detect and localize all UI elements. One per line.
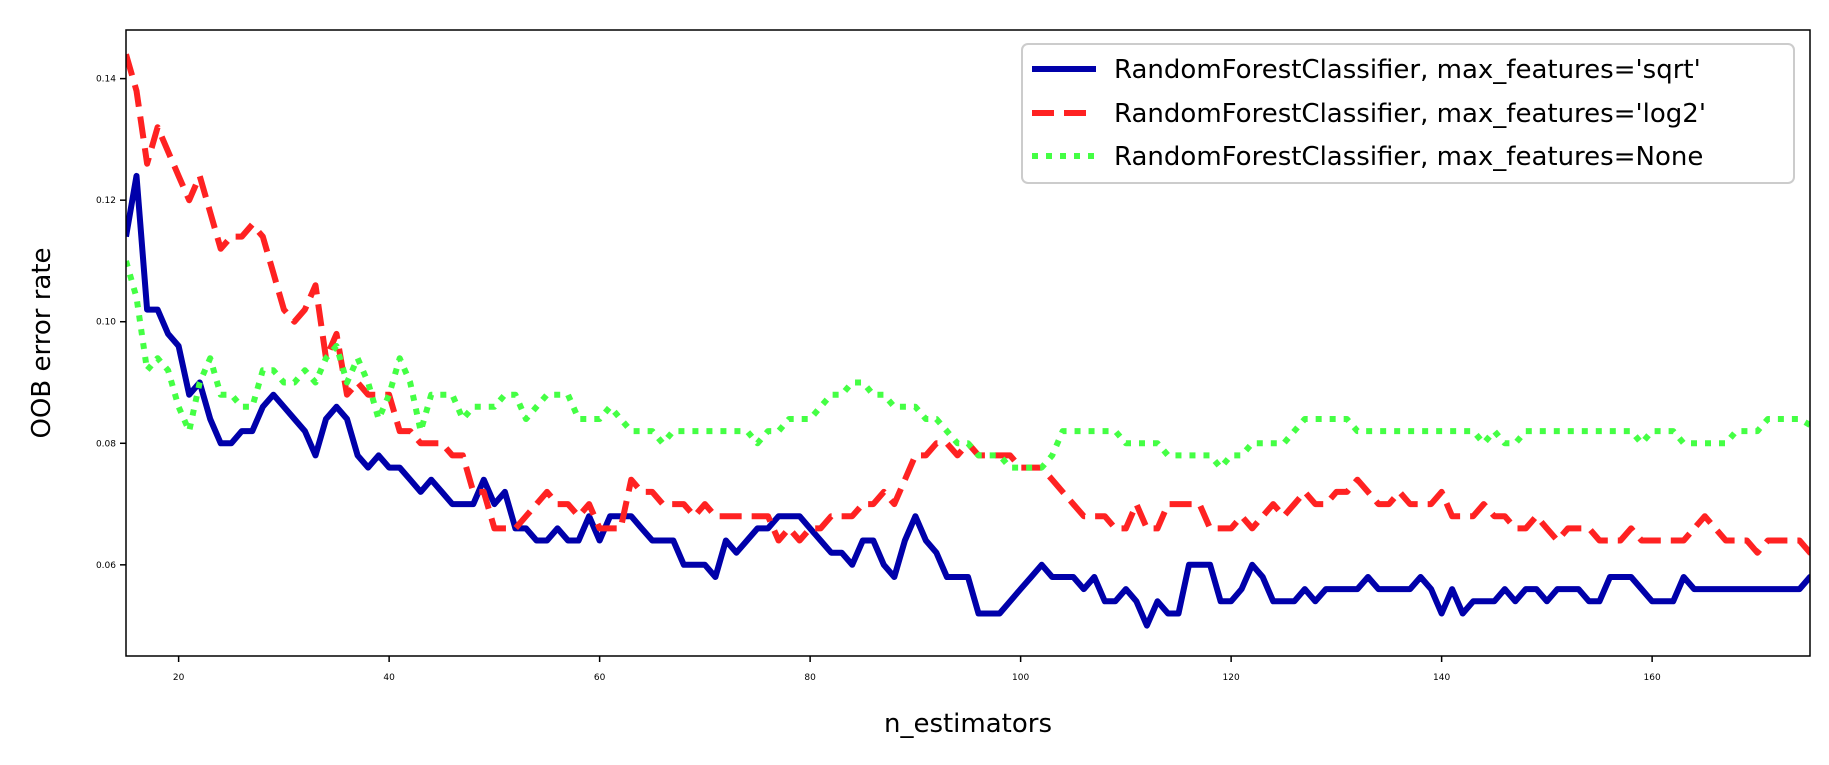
legend: RandomForestClassifier, max_features='sq…	[1021, 43, 1795, 184]
y-axis-label: OOB error rate	[27, 247, 57, 438]
legend-box	[1021, 43, 1795, 184]
x-tick-label: 120	[1223, 673, 1240, 683]
y-tick-label: 0.10	[96, 318, 116, 328]
y-tick-label: 0.14	[96, 75, 116, 85]
legend-entry-none: RandomForestClassifier, max_features=Non…	[1114, 142, 1703, 172]
y-axis-ticks: 0.06 0.08 0.10 0.12 0.14	[96, 75, 126, 571]
y-tick-label: 0.12	[96, 196, 116, 206]
y-tick-label: 0.06	[96, 561, 116, 571]
x-tick-label: 100	[1012, 673, 1029, 683]
x-tick-label: 140	[1433, 673, 1450, 683]
series-line-1	[126, 53, 1810, 556]
y-tick-label: 0.08	[96, 439, 116, 449]
x-tick-label: 60	[594, 673, 606, 683]
series-line-2	[126, 260, 1810, 471]
x-tick-label: 20	[173, 673, 185, 683]
x-tick-label: 80	[804, 673, 816, 683]
x-axis-label: n_estimators	[884, 709, 1052, 739]
x-axis-ticks: 20 40 60 80 100 120 140 160	[173, 656, 1661, 683]
series-line-0	[126, 172, 1810, 629]
plot-frame	[125, 29, 1811, 657]
legend-entry-log2: RandomForestClassifier, max_features='lo…	[1114, 99, 1706, 129]
series-layer	[126, 53, 1810, 629]
legend-entry-sqrt: RandomForestClassifier, max_features='sq…	[1114, 55, 1701, 85]
x-tick-label: 40	[383, 673, 395, 683]
x-tick-label: 160	[1644, 673, 1661, 683]
